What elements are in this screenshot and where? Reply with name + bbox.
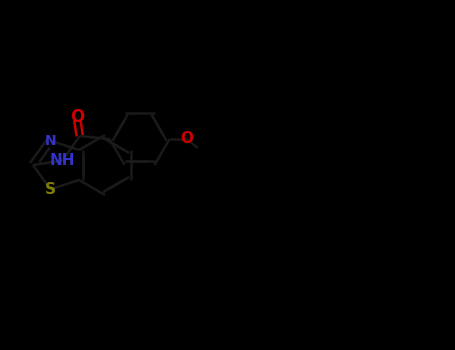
Text: O: O	[181, 132, 193, 146]
Text: S: S	[45, 182, 56, 197]
Text: NH: NH	[50, 153, 75, 168]
Text: N: N	[45, 134, 56, 148]
Text: O: O	[70, 108, 85, 126]
